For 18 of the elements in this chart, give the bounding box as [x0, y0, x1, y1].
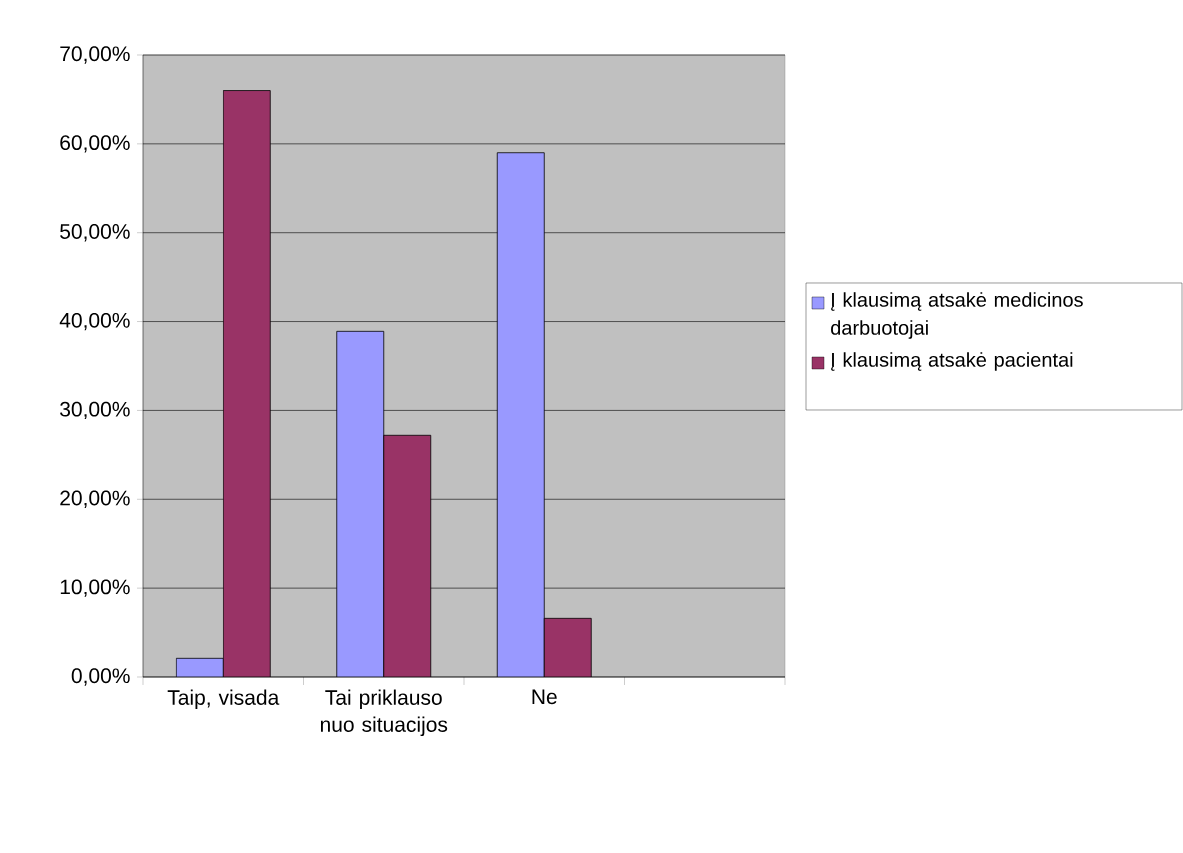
y-tick-label: 10,00% — [60, 579, 130, 597]
legend-label: Į klausimą atsakė pacientai — [831, 352, 1073, 371]
bar — [336, 330, 385, 677]
x-tick-label: Tai priklauso nuo situacijos — [320, 689, 448, 737]
x-tick-label: Taip, visada — [167, 689, 280, 710]
bar — [222, 90, 271, 677]
x-tick-label: Ne — [532, 689, 557, 705]
y-tick-label: 40,00% — [59, 312, 130, 331]
bar — [543, 617, 592, 677]
y-tick-label: 70,00% — [60, 46, 130, 64]
y-tick-label: 60,00% — [60, 135, 130, 153]
y-tick-label: 20,00% — [60, 490, 130, 508]
y-tick-label: 30,00% — [60, 401, 130, 420]
y-tick-label: 50,00% — [60, 224, 130, 242]
bar — [496, 152, 545, 677]
y-tick-label: 0,00% — [71, 668, 130, 686]
bar — [383, 434, 432, 677]
legend-label: Į klausimą atsakė medicinos darbuotojai — [831, 292, 1083, 339]
